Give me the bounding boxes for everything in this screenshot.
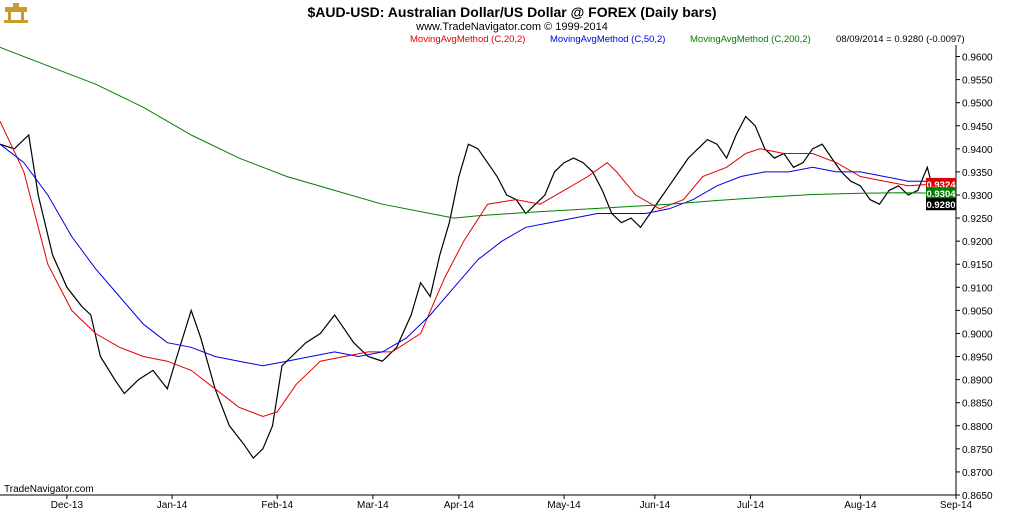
y-tick-label: 0.9350 — [962, 168, 993, 179]
price-tag-label: 0.9324 — [926, 180, 956, 191]
series-ma-200 — [0, 46, 937, 219]
chart-subtitle: www.TradeNavigator.com © 1999-2014 — [415, 21, 608, 33]
y-tick-label: 0.8900 — [962, 376, 993, 387]
trade-navigator-logo-icon — [4, 3, 28, 23]
y-tick-label: 0.9100 — [962, 283, 993, 294]
price-tag-label: 0.9304 — [926, 189, 956, 200]
y-tick-label: 0.9150 — [962, 260, 993, 271]
y-tick-label: 0.9300 — [962, 191, 993, 202]
x-tick-label: Jul-14 — [737, 500, 765, 511]
series-ma-20 — [0, 120, 937, 418]
series-ma-50 — [0, 143, 937, 367]
y-tick-label: 0.9050 — [962, 306, 993, 317]
x-tick-label: Jan-14 — [157, 500, 188, 511]
indicator-label-ma200: MovingAvgMethod (C,200,2) — [690, 34, 811, 45]
watermark: TradeNavigator.com — [4, 484, 94, 495]
y-tick-label: 0.9500 — [962, 99, 993, 110]
chart-title: $AUD-USD: Australian Dollar/US Dollar @ … — [307, 4, 716, 20]
x-tick-label: Aug-14 — [844, 500, 877, 511]
x-tick-label: May-14 — [547, 500, 581, 511]
y-tick-label: 0.9550 — [962, 76, 993, 87]
last-bar-label: 08/09/2014 = 0.9280 (-0.0097) — [836, 34, 965, 45]
x-axis: Dec-13 Jan-14 Feb-14 Mar-14 Apr-14 May-14 Jun-… — [51, 495, 973, 511]
y-tick-label: 0.9000 — [962, 329, 993, 340]
x-tick-label: Apr-14 — [444, 500, 474, 511]
y-tick-label: 0.9250 — [962, 214, 993, 225]
price-tag-label: 0.9280 — [926, 200, 955, 211]
indicator-label-ma50: MovingAvgMethod (C,50,2) — [550, 34, 665, 45]
price-tag — [926, 187, 956, 200]
plot-area — [0, 46, 938, 460]
y-tick-label: 0.8650 — [962, 491, 993, 502]
x-tick-label: Sep-14 — [940, 500, 973, 511]
x-tick-label: Mar-14 — [357, 500, 389, 511]
y-tick-label: 0.8800 — [962, 422, 993, 433]
y-tick-label: 0.9200 — [962, 237, 993, 248]
y-tick-label: 0.9450 — [962, 122, 993, 133]
x-tick-label: Dec-13 — [51, 500, 84, 511]
y-tick-label: 0.9400 — [962, 145, 993, 156]
x-tick-label: Jun-14 — [640, 500, 671, 511]
y-tick-label: 0.8750 — [962, 445, 993, 456]
price-tag — [926, 177, 956, 190]
y-tick-label: 0.8700 — [962, 468, 993, 479]
y-axis: 0.9600 0.9550 0.9500 0.9450 0.9400 0.9350 0.93… — [956, 53, 993, 502]
y-tick-label: 0.8850 — [962, 399, 993, 410]
indicator-label-ma20: MovingAvgMethod (C,20,2) — [410, 34, 525, 45]
x-tick-label: Feb-14 — [261, 500, 293, 511]
y-tick-label: 0.8950 — [962, 353, 993, 364]
y-tick-label: 0.9600 — [962, 53, 993, 64]
price-tag — [926, 198, 956, 211]
